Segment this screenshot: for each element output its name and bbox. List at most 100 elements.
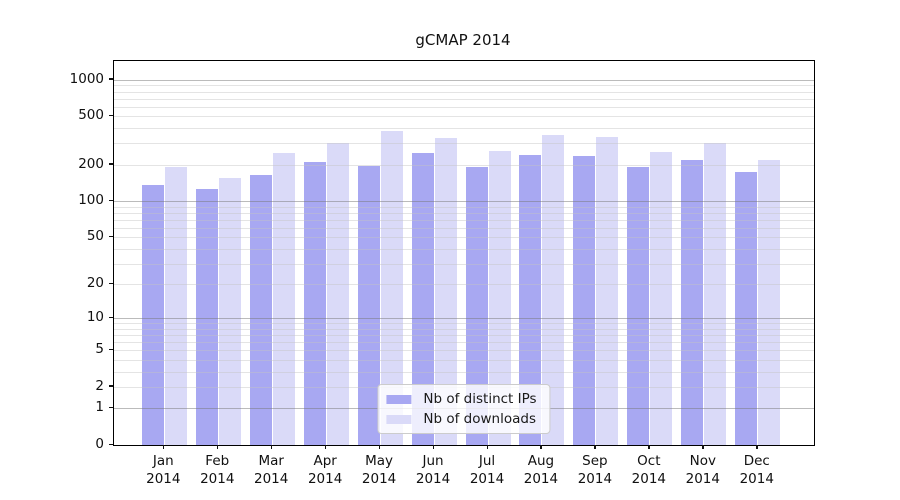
bar-downloads-oct — [650, 151, 673, 445]
bar-distinct-ips-nov — [681, 159, 704, 445]
minor-gridline — [114, 284, 814, 286]
x-axis-tick — [432, 445, 434, 449]
legend-swatch-distinct-ips — [386, 394, 412, 404]
x-axis-tick — [486, 445, 488, 449]
bar-downloads-sep — [596, 136, 619, 445]
x-axis-tick-label: Feb 2014 — [200, 453, 235, 487]
y-axis-tick — [109, 385, 113, 387]
minor-gridline — [114, 263, 814, 265]
y-axis-tick-label: 0 — [95, 436, 104, 452]
bar-downloads-mar — [272, 153, 295, 445]
major-gridline — [114, 318, 814, 320]
bar-downloads-aug — [542, 135, 565, 445]
x-axis-tick — [756, 445, 758, 449]
legend: Nb of distinct IPs Nb of downloads — [377, 384, 551, 434]
bar-distinct-ips-jan — [141, 185, 164, 445]
x-axis-tick — [162, 445, 165, 449]
bar-distinct-ips-apr — [303, 162, 326, 445]
bar-downloads-apr — [326, 143, 349, 445]
x-axis-tick — [648, 445, 650, 449]
x-axis-tick — [702, 445, 704, 449]
x-axis-tick-label: Nov 2014 — [685, 453, 720, 487]
chart-title: gCMAP 2014 — [415, 31, 511, 49]
bar-distinct-ips-jul — [465, 167, 488, 445]
x-axis-tick-label: May 2014 — [361, 453, 397, 487]
minor-gridline — [114, 143, 814, 145]
y-axis-tick — [109, 282, 113, 284]
y-axis-tick — [109, 406, 113, 409]
minor-gridline — [114, 335, 814, 337]
x-axis-tick-label: Aug 2014 — [523, 453, 559, 487]
minor-gridline — [114, 219, 814, 221]
y-axis-tick-label: 10 — [86, 309, 104, 326]
y-axis-tick-label: 1 — [95, 399, 104, 416]
minor-gridline — [114, 350, 814, 352]
x-axis-tick-label: Jun 2014 — [415, 453, 451, 487]
minor-gridline — [114, 237, 814, 239]
y-axis-tick — [109, 163, 113, 165]
x-axis-tick — [540, 445, 542, 449]
minor-gridline — [114, 85, 814, 87]
x-axis-tick-label: Oct 2014 — [631, 453, 667, 487]
x-axis-tick — [270, 445, 273, 449]
minor-gridline — [114, 371, 814, 373]
bar-distinct-ips-aug — [519, 155, 542, 445]
x-axis-tick-label: Sep 2014 — [577, 453, 613, 487]
y-axis-tick-label: 200 — [78, 155, 104, 172]
minor-gridline — [114, 342, 814, 344]
minor-gridline — [114, 323, 814, 325]
minor-gridline — [114, 206, 814, 208]
bar-distinct-ips-oct — [627, 167, 650, 445]
minor-gridline — [114, 227, 814, 229]
y-axis-tick-label: 100 — [78, 192, 104, 209]
bar-distinct-ips-sep — [573, 156, 596, 445]
minor-gridline — [114, 248, 814, 250]
bar-downloads-may — [380, 130, 403, 445]
legend-item-distinct-ips: Nb of distinct IPs — [386, 391, 537, 407]
minor-gridline — [114, 91, 814, 93]
bar-downloads-dec — [758, 159, 781, 445]
x-axis-tick — [594, 445, 596, 449]
x-axis-tick — [216, 445, 219, 449]
y-axis-tick-label: 1000 — [69, 70, 104, 87]
y-axis-tick — [109, 316, 113, 319]
y-axis-tick-label: 50 — [86, 228, 104, 245]
x-axis-tick-label: Jul 2014 — [469, 453, 505, 487]
y-axis-tick — [109, 348, 113, 351]
major-gridline — [114, 201, 814, 203]
legend-label-downloads: Nb of downloads — [423, 411, 536, 427]
y-axis-tick — [109, 235, 113, 238]
bar-downloads-feb — [218, 178, 241, 445]
bar-distinct-ips-feb — [195, 189, 218, 445]
x-axis-tick — [324, 445, 327, 449]
y-axis-tick — [109, 78, 113, 80]
bar-distinct-ips-mar — [249, 174, 272, 445]
y-axis-tick — [109, 114, 113, 117]
major-gridline — [114, 79, 814, 81]
y-axis-tick-label: 20 — [86, 275, 104, 292]
minor-gridline — [114, 98, 814, 100]
bar-downloads-jul — [488, 150, 511, 445]
bar-downloads-jun — [434, 137, 457, 445]
x-axis-tick-label: Mar 2014 — [254, 453, 289, 487]
bar-distinct-ips-may — [357, 166, 380, 445]
minor-gridline — [114, 128, 814, 130]
y-axis-tick-label: 5 — [95, 341, 104, 358]
y-axis-tick — [109, 443, 113, 445]
x-axis-tick-label: Apr 2014 — [307, 453, 343, 487]
minor-gridline — [114, 212, 814, 214]
minor-gridline — [114, 116, 814, 118]
minor-gridline — [114, 164, 814, 166]
y-axis-tick-label: 2 — [95, 377, 104, 394]
minor-gridline — [114, 106, 814, 108]
plot-area: Nb of distinct IPs Nb of downloads — [113, 60, 815, 446]
x-axis-tick-label: Dec 2014 — [739, 453, 774, 487]
bar-distinct-ips-dec — [735, 171, 758, 445]
x-axis-tick-label: Jan 2014 — [146, 453, 181, 487]
legend-label-distinct-ips: Nb of distinct IPs — [423, 391, 537, 407]
y-axis-tick — [109, 199, 113, 201]
y-axis-tick-label: 500 — [78, 107, 104, 124]
legend-item-downloads: Nb of downloads — [386, 411, 536, 427]
bar-downloads-nov — [704, 143, 727, 445]
